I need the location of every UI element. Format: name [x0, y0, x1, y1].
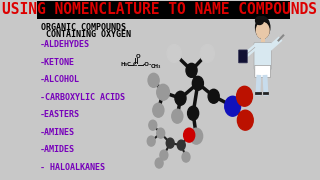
- Text: C: C: [133, 62, 138, 67]
- Circle shape: [188, 106, 199, 120]
- Circle shape: [237, 110, 253, 130]
- Text: -ALDEHYDES: -ALDEHYDES: [40, 40, 90, 50]
- Text: CH₃: CH₃: [150, 64, 161, 69]
- Ellipse shape: [256, 17, 270, 39]
- Text: -O-: -O-: [142, 62, 152, 67]
- Text: -CARBOXYLIC ACIDS: -CARBOXYLIC ACIDS: [40, 93, 125, 102]
- Circle shape: [225, 96, 241, 116]
- Text: -AMINES: -AMINES: [40, 128, 75, 137]
- Circle shape: [190, 128, 203, 144]
- Circle shape: [157, 84, 169, 100]
- Ellipse shape: [256, 17, 263, 24]
- Text: O: O: [135, 54, 140, 59]
- Circle shape: [208, 89, 219, 103]
- Text: USING NOMENCLATURE TO NAME COMPOUNDS: USING NOMENCLATURE TO NAME COMPOUNDS: [3, 2, 317, 17]
- Text: -EASTERS: -EASTERS: [40, 110, 80, 119]
- Text: -ALCOHOL: -ALCOHOL: [40, 75, 80, 84]
- Text: CONTAINING OXYGEN: CONTAINING OXYGEN: [41, 30, 131, 39]
- Circle shape: [175, 91, 186, 105]
- Text: H₃C: H₃C: [120, 62, 132, 67]
- Circle shape: [177, 140, 185, 150]
- Circle shape: [166, 138, 174, 148]
- Circle shape: [184, 128, 195, 142]
- Circle shape: [236, 86, 252, 106]
- Circle shape: [186, 63, 197, 77]
- Circle shape: [256, 22, 269, 39]
- Circle shape: [182, 152, 190, 162]
- FancyBboxPatch shape: [37, 1, 290, 19]
- Text: - HALOALKANES: - HALOALKANES: [40, 163, 105, 172]
- FancyBboxPatch shape: [255, 65, 271, 77]
- Circle shape: [148, 73, 159, 87]
- Circle shape: [147, 136, 155, 146]
- Circle shape: [157, 128, 165, 138]
- Circle shape: [200, 44, 214, 62]
- Text: -AMIDES: -AMIDES: [40, 145, 75, 154]
- Circle shape: [160, 150, 168, 160]
- Circle shape: [167, 44, 181, 62]
- Circle shape: [155, 158, 163, 168]
- Circle shape: [192, 76, 204, 90]
- FancyBboxPatch shape: [239, 50, 247, 63]
- FancyBboxPatch shape: [254, 42, 271, 69]
- Circle shape: [149, 120, 157, 130]
- Circle shape: [172, 109, 183, 123]
- Circle shape: [153, 103, 164, 117]
- Text: ORGANIC COMPOUNDS: ORGANIC COMPOUNDS: [41, 22, 126, 32]
- Text: -KETONE: -KETONE: [40, 58, 75, 67]
